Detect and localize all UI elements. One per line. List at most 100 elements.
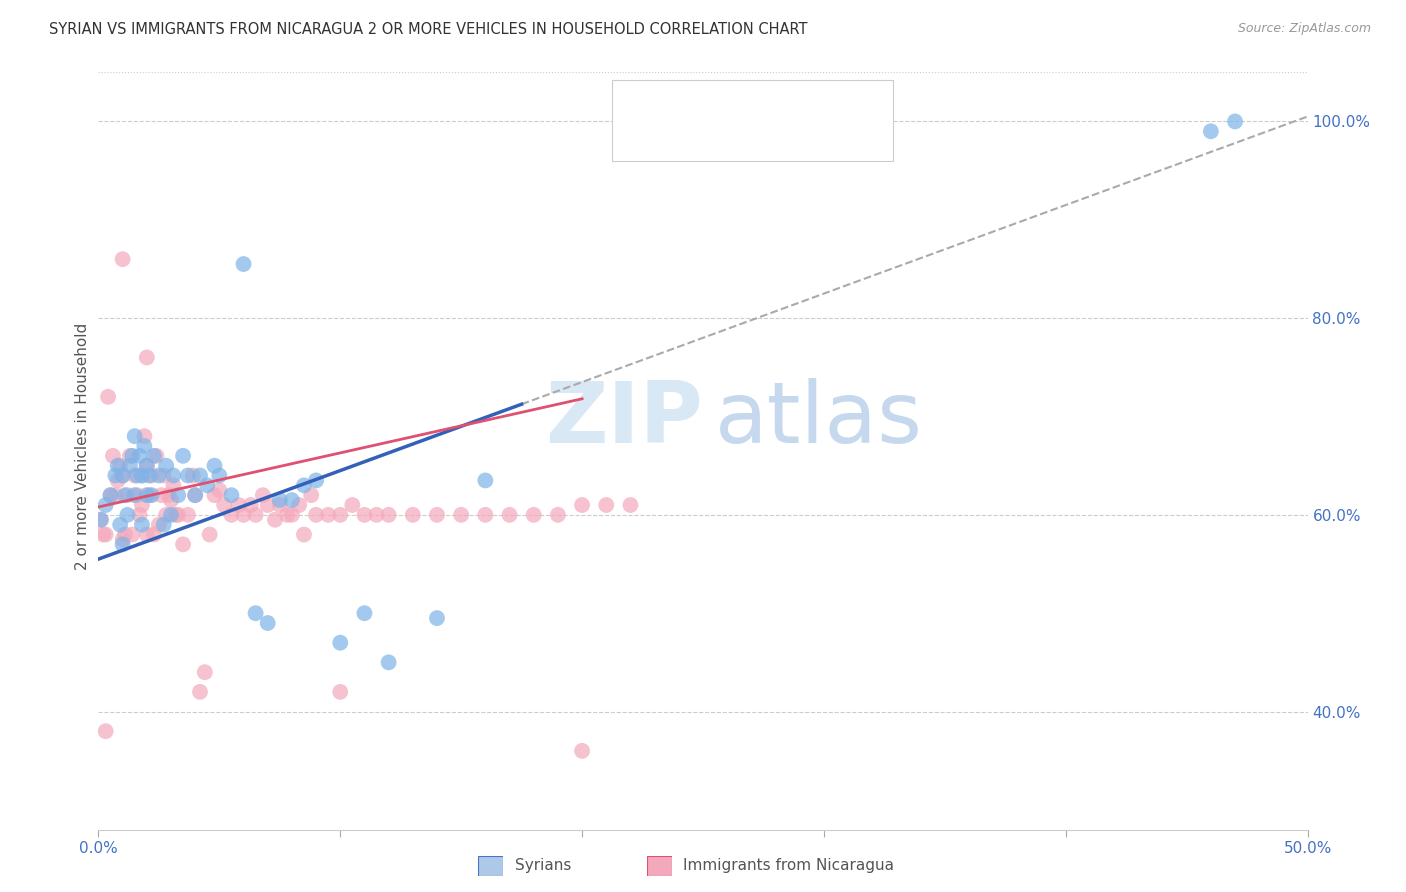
Point bbox=[221, 488, 243, 502]
Point bbox=[131, 517, 153, 532]
Point bbox=[114, 527, 136, 541]
Point bbox=[128, 449, 150, 463]
Point bbox=[316, 508, 339, 522]
Point bbox=[124, 488, 146, 502]
Point bbox=[276, 508, 298, 522]
Point bbox=[114, 488, 136, 502]
Point bbox=[188, 468, 211, 483]
Point bbox=[118, 458, 141, 473]
Point bbox=[150, 488, 173, 502]
Point bbox=[177, 508, 200, 522]
Point bbox=[232, 508, 254, 522]
Point bbox=[104, 468, 127, 483]
Point bbox=[90, 513, 112, 527]
Point bbox=[162, 478, 184, 492]
Point bbox=[155, 458, 177, 473]
Point bbox=[195, 478, 218, 492]
Point bbox=[165, 508, 187, 522]
Point bbox=[94, 498, 117, 512]
Point bbox=[128, 508, 150, 522]
Point bbox=[184, 488, 207, 502]
Text: Syrians: Syrians bbox=[515, 858, 571, 872]
Point bbox=[152, 517, 174, 532]
Point bbox=[127, 488, 149, 502]
Point bbox=[329, 685, 352, 699]
Point bbox=[208, 483, 231, 498]
Point bbox=[426, 508, 449, 522]
Point bbox=[108, 458, 131, 473]
Point bbox=[595, 498, 617, 512]
Point bbox=[377, 508, 399, 522]
Point bbox=[138, 488, 160, 502]
Point bbox=[281, 508, 304, 522]
Point bbox=[329, 636, 352, 650]
Point bbox=[160, 493, 183, 508]
Point bbox=[245, 606, 267, 620]
Text: Immigrants from Nicaragua: Immigrants from Nicaragua bbox=[683, 858, 894, 872]
Point bbox=[162, 468, 184, 483]
Point bbox=[160, 508, 183, 522]
Point bbox=[329, 508, 352, 522]
Point bbox=[111, 252, 134, 267]
Point bbox=[523, 508, 546, 522]
Point bbox=[143, 449, 166, 463]
Point bbox=[288, 498, 311, 512]
Text: atlas: atlas bbox=[716, 377, 924, 460]
Point bbox=[97, 390, 120, 404]
Point bbox=[157, 488, 180, 502]
Point bbox=[138, 468, 160, 483]
Point bbox=[188, 685, 211, 699]
Point bbox=[426, 611, 449, 625]
Point bbox=[498, 508, 520, 522]
Point bbox=[135, 458, 157, 473]
Point bbox=[155, 508, 177, 522]
Point bbox=[131, 468, 153, 483]
Point bbox=[765, 832, 787, 847]
Point bbox=[152, 468, 174, 483]
Point bbox=[107, 474, 129, 488]
Text: SYRIAN VS IMMIGRANTS FROM NICARAGUA 2 OR MORE VEHICLES IN HOUSEHOLD CORRELATION : SYRIAN VS IMMIGRANTS FROM NICARAGUA 2 OR… bbox=[49, 22, 807, 37]
Y-axis label: 2 or more Vehicles in Household: 2 or more Vehicles in Household bbox=[75, 322, 90, 570]
Point bbox=[256, 615, 278, 630]
Point bbox=[148, 468, 170, 483]
Point bbox=[252, 488, 274, 502]
Text: N = 53: N = 53 bbox=[780, 96, 848, 114]
Point bbox=[342, 498, 364, 512]
Point bbox=[547, 508, 569, 522]
Point bbox=[111, 537, 134, 551]
Point bbox=[111, 468, 134, 483]
Point bbox=[145, 449, 167, 463]
Point bbox=[90, 513, 112, 527]
Point bbox=[127, 468, 149, 483]
Point bbox=[204, 488, 226, 502]
Point bbox=[141, 468, 163, 483]
Point bbox=[269, 493, 291, 508]
Point bbox=[292, 527, 315, 541]
Point bbox=[94, 527, 117, 541]
Point bbox=[135, 527, 157, 541]
Point bbox=[204, 458, 226, 473]
Point bbox=[305, 508, 328, 522]
Point bbox=[181, 468, 204, 483]
Point bbox=[232, 257, 254, 271]
Text: R = 0.573: R = 0.573 bbox=[659, 96, 758, 114]
Point bbox=[269, 498, 291, 512]
Point bbox=[474, 474, 496, 488]
Point bbox=[131, 498, 153, 512]
Point bbox=[299, 488, 322, 502]
Point bbox=[228, 498, 250, 512]
Point bbox=[198, 527, 221, 541]
Point bbox=[134, 439, 156, 453]
Point bbox=[124, 468, 146, 483]
Point bbox=[281, 493, 304, 508]
Point bbox=[104, 488, 127, 502]
Point bbox=[245, 508, 267, 522]
Point bbox=[366, 508, 388, 522]
Point bbox=[135, 351, 157, 365]
Point bbox=[135, 488, 157, 502]
Point bbox=[377, 656, 399, 670]
Point bbox=[167, 488, 190, 502]
Point bbox=[256, 498, 278, 512]
Point bbox=[305, 474, 328, 488]
Point bbox=[212, 498, 235, 512]
